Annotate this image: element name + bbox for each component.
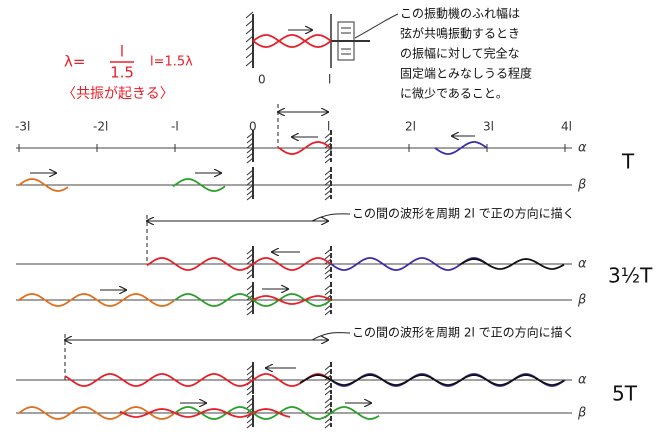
formula-numerator: l [120, 43, 124, 61]
wave [434, 141, 488, 155]
formula-lhs: λ= [64, 53, 85, 71]
wave [17, 178, 69, 192]
leader [311, 332, 351, 341]
annotation-line: この振動機のふれ幅は [400, 6, 520, 21]
axis-name: β [577, 406, 586, 421]
wave [252, 295, 332, 305]
formula-length: l=1.5λ [150, 55, 193, 70]
time-label: T [621, 150, 635, 174]
axis-label: 4l [561, 120, 572, 134]
hatch [246, 169, 254, 201]
string-wave [252, 34, 332, 48]
axis-label: -2l [93, 120, 108, 134]
axis-name: β [577, 293, 586, 308]
axis-label: 0 [249, 120, 257, 134]
resonance-note: 〈共振が起きる〉 [62, 86, 174, 102]
wave [146, 257, 332, 271]
annotation-line: に微少であること。 [400, 87, 508, 101]
axis-name: α [578, 141, 587, 156]
leader [311, 213, 351, 222]
formula-denominator: 1.5 [110, 64, 134, 82]
origin-label: 0 [258, 73, 266, 87]
wave [64, 373, 332, 387]
annotation-line: の振幅に対して完全な [400, 46, 520, 61]
wave [459, 258, 565, 270]
wave [172, 178, 226, 192]
wave [330, 406, 380, 420]
axis-label: -3l [15, 120, 30, 134]
wave [17, 293, 175, 307]
annotation-line: 固定端とみなしうる程度 [400, 66, 532, 81]
hatch [246, 132, 254, 164]
end-label: l [328, 73, 331, 87]
wave [330, 373, 566, 387]
axis-name: β [577, 178, 586, 193]
axis-name: α [578, 373, 587, 388]
string-wave [252, 34, 332, 48]
axis-label: 3l [483, 120, 494, 134]
annotation-line: 弦が共鳴振動するとき [400, 26, 520, 41]
hatch [324, 169, 332, 201]
axis-name: α [578, 257, 587, 272]
top-apparatus [245, 11, 399, 68]
time-label: 5T [612, 382, 638, 406]
wave [299, 374, 565, 386]
axis-label: -l [171, 120, 179, 134]
wave [277, 141, 331, 155]
wave [119, 408, 291, 418]
time-label: 3½T [608, 264, 653, 288]
axis-label: 2l [405, 120, 416, 134]
wave [17, 406, 175, 420]
instruction: この間の波形を周期 2l で正の方向に描く [352, 206, 575, 221]
instruction: この間の波形を周期 2l で正の方向に描く [352, 325, 575, 340]
axis-label: l [327, 120, 330, 134]
